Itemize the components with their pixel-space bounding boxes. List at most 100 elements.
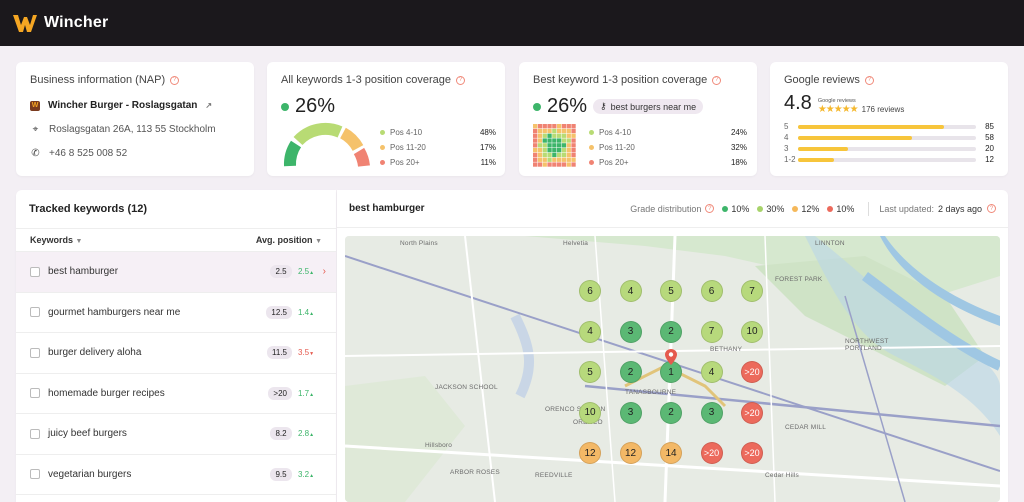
business-location-pin-icon[interactable] (665, 349, 677, 365)
review-bar-fill (798, 135, 912, 140)
avg-position-column-header[interactable]: Avg. position ▼ (255, 235, 322, 245)
info-icon[interactable]: ? (864, 75, 874, 85)
rank-pin[interactable]: 6 (700, 280, 723, 302)
rank-pin[interactable]: 7 (700, 320, 723, 343)
heatmap-cell (552, 143, 557, 148)
legend-pos-11-20: Pos 11-20 32% (589, 140, 747, 155)
keyword-row[interactable]: homemade burger recipes >20 1.7▲ (16, 374, 336, 414)
review-count[interactable]: 176 reviews (861, 105, 905, 114)
rank-pin[interactable]: 12 (579, 442, 601, 464)
heatmap-cell (557, 162, 562, 167)
heatmap-cell (542, 138, 547, 143)
avg-position-badge: 11.5 (267, 346, 292, 360)
best-keyword-chip[interactable]: ⚷ best burgers near me (593, 99, 704, 114)
rank-pin[interactable]: 2 (619, 361, 642, 383)
heatmap-cell (557, 143, 562, 148)
rank-pin[interactable]: 4 (619, 280, 642, 302)
rank-pin[interactable]: 6 (579, 280, 601, 302)
rank-pin[interactable]: 3 (700, 401, 723, 424)
heatmap-cell (571, 128, 576, 134)
rank-pin[interactable]: 10 (579, 401, 601, 424)
info-icon[interactable]: ? (705, 204, 715, 213)
phone-icon: ✆ (31, 148, 40, 159)
all-keywords-legend: Pos 4-10 48% Pos 11-20 17% Pos 20+ 11% (380, 125, 496, 170)
heatmap-cell (566, 138, 571, 143)
rank-pin[interactable]: >20 (700, 442, 723, 464)
map-place-label: Cedar Hills (765, 472, 799, 479)
map-place-label: FOREST PARK (775, 276, 823, 283)
star-level: 3 (784, 144, 789, 153)
review-level-count: 85 (985, 122, 994, 131)
rank-pin[interactable]: >20 (741, 361, 763, 383)
rank-pin[interactable]: 14 (660, 442, 682, 464)
business-logo-icon: W (30, 100, 40, 111)
keyword-checkbox[interactable] (30, 428, 40, 439)
heatmap-cell (542, 128, 547, 134)
info-icon[interactable]: ? (712, 75, 722, 85)
keyword-row[interactable]: burger delivery aloha 11.5 3.5▼ (16, 333, 336, 374)
rank-pin[interactable]: 10 (741, 320, 763, 343)
heatmap-cell (552, 124, 557, 129)
reviews-title: Google reviews (784, 74, 860, 86)
rank-pin[interactable]: 5 (579, 361, 601, 383)
heatmap-cell (542, 148, 547, 153)
local-rank-map[interactable]: North Plains Helvetia LINNTON FOREST PARK NO… (345, 236, 1000, 502)
best-keyword-title: Best keyword 1-3 position coverage (533, 74, 708, 86)
rank-pin[interactable]: 4 (579, 320, 601, 343)
trend-up-icon: ▲ (309, 270, 315, 277)
business-name[interactable]: Wincher Burger - Roslagsgatan (48, 100, 198, 111)
legend-pos-4-10: Pos 4-10 48% (380, 125, 496, 140)
keyword-row[interactable]: best hamburger 2.5 2.5▲ › (16, 252, 336, 293)
rank-pin[interactable]: 4 (700, 361, 723, 383)
keyword-row[interactable]: gourmet hamburgers near me 12.5 1.4▲ (16, 293, 336, 333)
rank-pin[interactable]: 2 (660, 320, 682, 343)
review-bar (798, 135, 976, 140)
heatmap-cell (566, 152, 571, 158)
heatmap-cell (533, 143, 538, 148)
rank-pin[interactable]: 3 (619, 401, 642, 424)
tracked-keywords-title: Tracked keywords (12) (29, 203, 148, 215)
rank-pin[interactable]: 12 (619, 442, 642, 464)
review-bar (798, 124, 976, 129)
review-bar-row: 4 58 (784, 132, 994, 143)
rank-pin[interactable]: >20 (741, 401, 763, 424)
app-name: Wincher (44, 14, 109, 31)
heatmap-cell (533, 157, 538, 162)
keyword-checkbox[interactable] (30, 266, 40, 277)
keyword-row[interactable]: juicy beef burgers 8.2 2.8▲ (16, 414, 336, 455)
trend-up-icon: ▲ (309, 391, 315, 398)
position-change: 1.7▲ (298, 388, 315, 398)
keyword-checkbox[interactable] (30, 307, 40, 318)
position-change: 2.8▲ (298, 429, 315, 439)
info-icon[interactable]: ? (170, 75, 180, 85)
review-bar-row: 1-2 12 (784, 154, 994, 165)
rank-pin[interactable]: 3 (619, 320, 642, 343)
review-bar-fill (798, 124, 944, 129)
rank-pin[interactable]: >20 (741, 442, 763, 464)
heatmap-cell (571, 124, 576, 129)
all-keywords-pct: 26% (295, 95, 336, 117)
chevron-right-icon[interactable]: › (322, 266, 326, 278)
keyword-checkbox[interactable] (30, 469, 40, 480)
heatmap-cell (537, 148, 543, 153)
keyword-checkbox[interactable] (30, 347, 40, 358)
heatmap-cell (561, 138, 567, 143)
info-icon[interactable]: ? (987, 204, 996, 213)
keyword-row[interactable]: vegetarian burgers 9.5 3.2▲ (16, 455, 336, 495)
heatmap-cell (533, 152, 538, 158)
keyword-label: vegetarian burgers (48, 468, 132, 480)
keyword-label: best hamburger (48, 266, 119, 278)
info-icon[interactable]: ? (455, 75, 465, 85)
heatmap-cell (571, 157, 576, 162)
review-level-count: 12 (985, 155, 994, 164)
keywords-column-header[interactable]: Keywords ▼ (30, 235, 83, 245)
rank-pin[interactable]: 7 (741, 280, 763, 302)
keyword-checkbox[interactable] (30, 388, 40, 399)
external-link-icon[interactable]: ↗ (205, 101, 213, 110)
coverage-heatmap (533, 124, 576, 167)
heatmap-cell (552, 152, 557, 158)
rank-pin[interactable]: 5 (660, 280, 682, 302)
review-bar (798, 157, 976, 162)
rank-pin[interactable]: 2 (660, 401, 682, 424)
heatmap-cell (561, 162, 567, 167)
